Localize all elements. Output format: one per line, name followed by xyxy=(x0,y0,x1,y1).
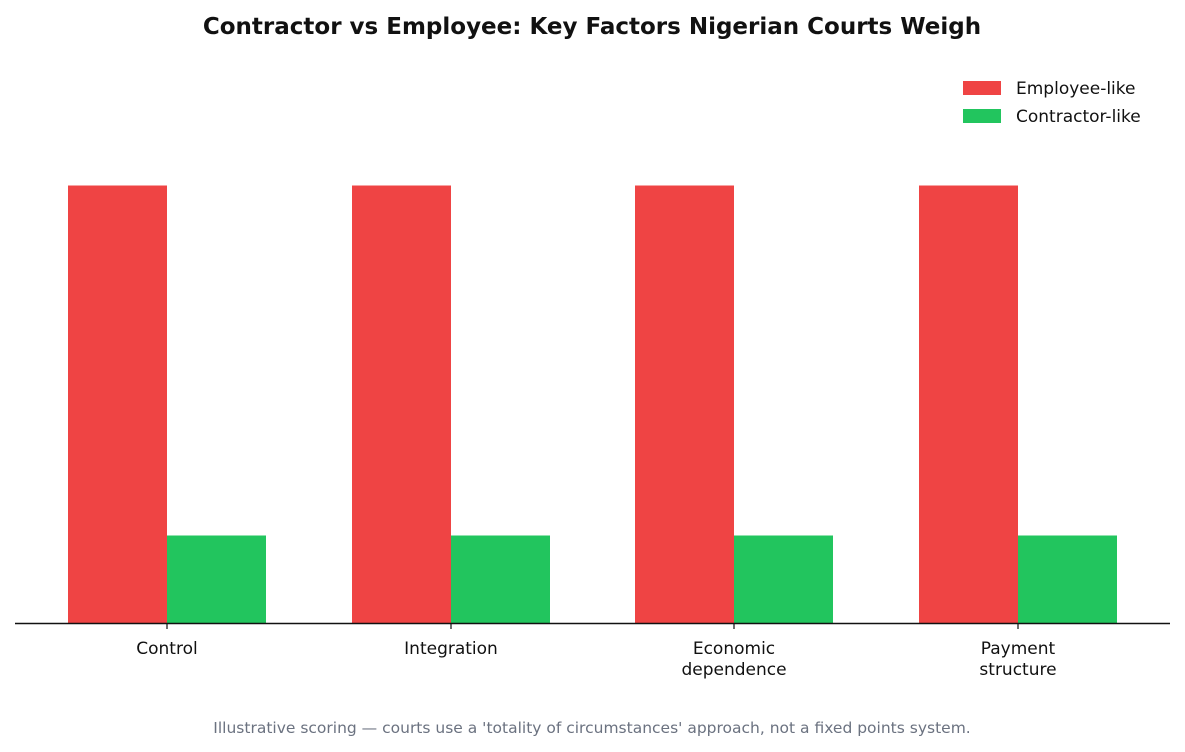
legend-swatch-0 xyxy=(963,81,1001,95)
bar-contractor-like-2 xyxy=(734,535,833,623)
legend-label-0: Employee-like xyxy=(1016,79,1135,99)
bars-group xyxy=(68,185,1117,623)
legend: Employee-like Contractor-like xyxy=(963,79,1141,127)
bar-employee-like-3 xyxy=(919,185,1018,623)
bar-employee-like-0 xyxy=(68,185,167,623)
bar-employee-like-2 xyxy=(635,185,734,623)
x-tick-label-3: Payment structure xyxy=(979,639,1056,680)
bar-contractor-like-3 xyxy=(1018,535,1117,623)
x-tick-label-0: Control xyxy=(136,639,197,659)
bar-contractor-like-1 xyxy=(451,535,550,623)
x-tick-label-1: Integration xyxy=(404,639,498,659)
bar-employee-like-1 xyxy=(352,185,451,623)
legend-label-1: Contractor-like xyxy=(1016,107,1141,127)
legend-swatch-1 xyxy=(963,109,1001,123)
footnote: Illustrative scoring — courts use a 'tot… xyxy=(213,719,970,737)
x-tick-label-2: Economic dependence xyxy=(681,639,786,680)
x-ticks-group: Control Integration Economic dependence Paym… xyxy=(136,623,1057,680)
bar-contractor-like-0 xyxy=(167,535,266,623)
chart-title: Contractor vs Employee: Key Factors Nige… xyxy=(203,14,981,40)
